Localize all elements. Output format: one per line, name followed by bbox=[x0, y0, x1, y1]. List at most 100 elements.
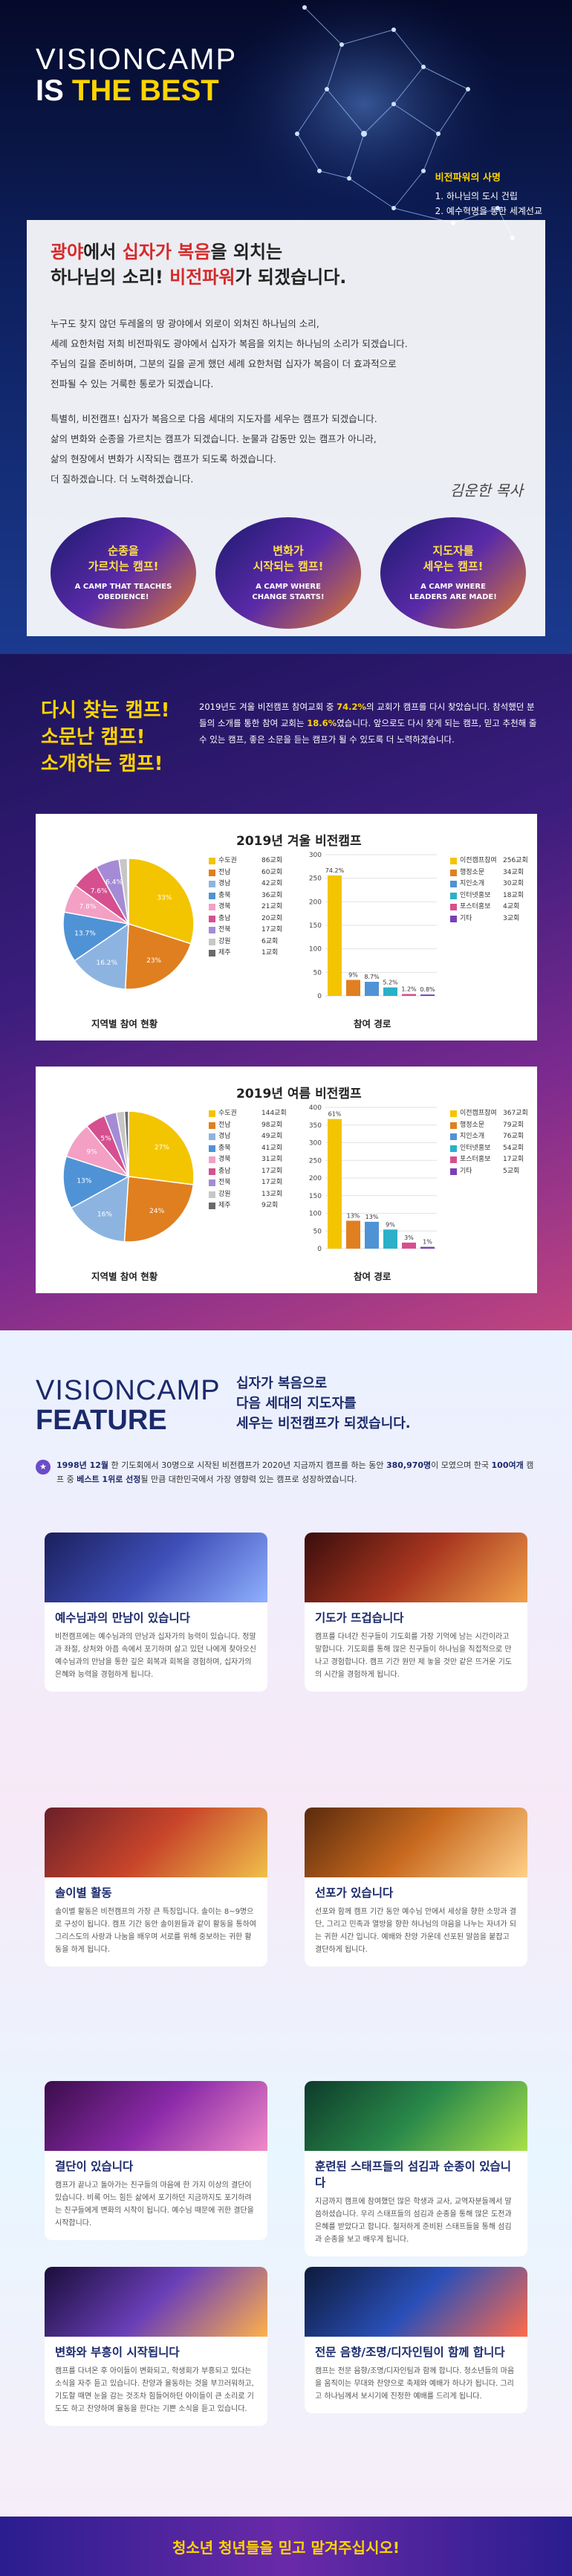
intro-paragraph: 특별히, 비전캠프! 십자가 복음으로 다음 세대의 지도자를 세우는 캠프가 … bbox=[51, 413, 377, 424]
feature-history-note: ★ 1998년 12월 한 기도회에서 30명으로 시작된 비전캠프가 2020… bbox=[36, 1458, 541, 1486]
y-tick-label: 50 bbox=[313, 1228, 322, 1235]
pie-slice-경남 bbox=[74, 922, 129, 990]
pie-slice-제주 bbox=[123, 1110, 129, 1177]
legend-label: 전북 bbox=[218, 926, 231, 933]
pie-slice-제주 bbox=[126, 858, 129, 925]
pie-slice-label: 27% bbox=[155, 1144, 169, 1151]
y-tick-label: 250 bbox=[309, 876, 322, 883]
staff-photo bbox=[305, 2081, 527, 2151]
winter-stats-panel: 2019년 겨울 비전캠프 33% 23% 16.2% 13.7% 7.8% 7.6% 6.… bbox=[36, 814, 537, 1041]
pie-slice-label: 7.6% bbox=[91, 887, 108, 895]
intro-headline: 광야에서 십자가 복음을 외치는 하나님의 소리! 비전파워가 되겠습니다. bbox=[51, 242, 347, 288]
legend-label: 행정소문 bbox=[460, 1121, 485, 1129]
legend-item: 수도권 86교회 bbox=[209, 855, 282, 867]
legend-swatch bbox=[450, 1145, 457, 1152]
intro-paragraph: 삶의 변화와 순종을 가르치는 캠프가 되겠습니다. 눈물과 감동만 있는 캠프… bbox=[51, 433, 377, 444]
winter-region-label: 지역별 참여 현황 bbox=[91, 1018, 158, 1029]
hero-section: VISIONCAMP IS THE BEST 비전파워의 사명 1. 하나님의 … bbox=[0, 0, 572, 654]
pie-slice-label: 1% bbox=[122, 1099, 131, 1106]
legend-label: 수도권 bbox=[218, 1110, 237, 1117]
legend-swatch bbox=[209, 881, 215, 888]
pie-slice-label: 3% bbox=[103, 1102, 113, 1109]
intro-body: 누구도 찾지 않던 두레올의 땅 광야에서 외로이 외쳐진 하나님의 소리, 세… bbox=[51, 314, 511, 489]
legend-item: 전북 17교회 bbox=[209, 925, 282, 936]
bar-이전캠프참여 bbox=[328, 875, 342, 996]
y-tick-label: 0 bbox=[317, 993, 322, 1000]
y-tick-label: 200 bbox=[309, 899, 322, 906]
legend-count: 18교회 bbox=[503, 891, 524, 899]
legend-swatch bbox=[450, 904, 457, 911]
legend-swatch bbox=[450, 1133, 457, 1141]
bar-행정소문 bbox=[346, 980, 360, 996]
medal-icon: ★ bbox=[36, 1460, 51, 1475]
y-tick-label: 50 bbox=[313, 969, 322, 977]
legend-item: 인터넷홍보 18교회 bbox=[450, 890, 528, 902]
legend-label: 충북 bbox=[218, 1144, 231, 1152]
pie-slice-label: 13.7% bbox=[74, 930, 96, 937]
legend-count: 36교회 bbox=[261, 891, 283, 899]
legend-swatch bbox=[209, 927, 215, 934]
feature-title-line2: FEATURE bbox=[36, 1405, 167, 1436]
vision-mission-title: 비전파워의 사명 bbox=[435, 172, 501, 184]
intro-paragraph: 더 질하겠습니다. 더 노력하겠습니다. bbox=[51, 473, 194, 485]
y-tick-label: 350 bbox=[309, 1122, 322, 1130]
legend-label: 전남 bbox=[218, 868, 231, 876]
y-tick-label: 150 bbox=[309, 922, 322, 930]
legend-label: 경북 bbox=[218, 1156, 231, 1163]
legend-label: 인터넷홍보 bbox=[460, 1144, 491, 1152]
stage-photo bbox=[305, 2267, 527, 2337]
legend-label: 충남 bbox=[218, 1167, 231, 1175]
summer-region-label: 지역별 참여 현황 bbox=[91, 1271, 158, 1282]
legend-count: 41교회 bbox=[261, 1144, 283, 1152]
legend-label: 충남 bbox=[218, 914, 231, 922]
value-circle-leaders: 지도자를 세우는 캠프! A CAMP WHERE LEADERS ARE MA… bbox=[380, 517, 526, 629]
legend-item: 이전캠프참여 256교회 bbox=[450, 855, 528, 867]
group-activity-photo bbox=[45, 1808, 267, 1877]
summer-region-pie: 27% 24% 16% 13% 9%5% 3% 2%1% bbox=[62, 1099, 195, 1243]
legend-count: 4교회 bbox=[503, 903, 520, 910]
y-tick-label: 100 bbox=[309, 1211, 322, 1218]
legend-count: 17교회 bbox=[261, 1167, 283, 1175]
pie-slice-label: 5% bbox=[100, 1135, 111, 1142]
pie-slice-label: 2.3% bbox=[115, 847, 131, 853]
legend-count: 1교회 bbox=[261, 949, 279, 957]
legend-swatch bbox=[209, 1156, 215, 1164]
bar-지인소개 bbox=[365, 982, 379, 996]
intro-paragraph: 주님의 길을 준비하며, 그분의 길을 곧게 했던 세례 요한처럼 십자가 복음… bbox=[51, 358, 397, 369]
bar-value-label: 0.8% bbox=[420, 986, 435, 993]
legend-swatch bbox=[450, 1110, 457, 1118]
winter-title: 2019년 겨울 비전캠프 bbox=[236, 834, 362, 849]
legend-item: 제주 9교회 bbox=[209, 1200, 287, 1212]
vision-mission-item: 1. 하나님의 도시 건립 bbox=[435, 191, 518, 201]
legend-swatch bbox=[209, 904, 215, 911]
pie-slice-label: 13% bbox=[77, 1178, 91, 1185]
legend-swatch bbox=[209, 1133, 215, 1141]
decision-photo bbox=[45, 2081, 267, 2151]
winter-route-bar-chart: 0 50 100 150 200 250 300 74.2% 9% 8.7%5.2%1.2% 0.8… bbox=[309, 852, 437, 1000]
bar-value-label: 9% bbox=[348, 971, 358, 978]
y-tick-label: 250 bbox=[309, 1157, 322, 1165]
legend-label: 지인소개 bbox=[460, 1133, 485, 1140]
legend-swatch bbox=[450, 858, 457, 865]
brand-title-line2: IS THE BEST bbox=[36, 74, 219, 107]
legend-count: 13교회 bbox=[261, 1190, 283, 1198]
legend-item: 경남 49교회 bbox=[209, 1131, 287, 1143]
legend-label: 기타 bbox=[460, 1167, 472, 1175]
winter-region-pie: 33% 23% 16.2% 13.7% 7.8% 7.6%6.4% 2.3%0.3% bbox=[62, 847, 195, 990]
feature-card-staff: 훈련된 스태프들의 섬김과 순종이 있습니다 지금까지 캠프에 참여했던 많은 학… bbox=[305, 2081, 527, 2256]
summer-route-bar-chart: 0 50 100 150 200 250 300 350 400 61% 13% 13% 9% 3% 1% bbox=[309, 1104, 437, 1253]
legend-label: 전남 bbox=[218, 1121, 231, 1129]
legend-item: 전북 17교회 bbox=[209, 1177, 287, 1189]
legend-swatch bbox=[209, 938, 215, 945]
feature-card-group: 솔이별 활동 솔이별 활동은 비전캠프의 가장 큰 특징입니다. 솔이는 8~9명… bbox=[45, 1808, 267, 1967]
summer-route-label: 참여 경로 bbox=[354, 1271, 391, 1282]
bar-value-label: 74.2% bbox=[325, 867, 345, 874]
legend-swatch bbox=[209, 1179, 215, 1187]
legend-item: 경남 42교회 bbox=[209, 878, 282, 890]
pie-slice-label: 6.4% bbox=[105, 878, 123, 886]
legend-label: 수도권 bbox=[218, 857, 237, 864]
legend-item: 충남 17교회 bbox=[209, 1166, 287, 1178]
legend-count: 6교회 bbox=[261, 937, 279, 945]
legend-swatch bbox=[209, 1203, 215, 1210]
